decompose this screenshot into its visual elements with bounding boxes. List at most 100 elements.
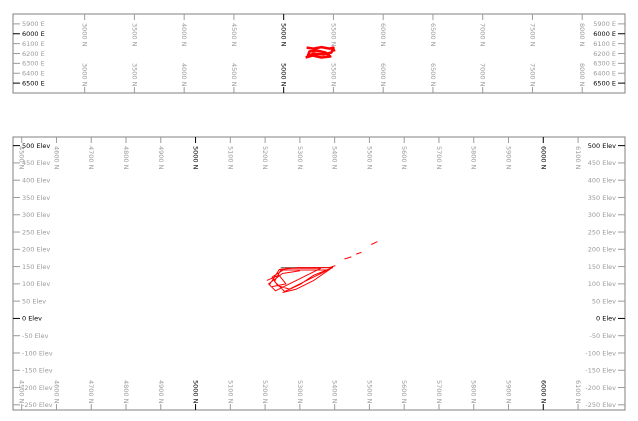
y-tick-label-right: 350 Elev: [588, 194, 616, 202]
x-tick-label: 5900 N: [505, 146, 513, 170]
x-tick-label: 5100 N: [226, 146, 234, 170]
plan-view-chart: 3000 N 3000 N 3500 N 3500 N 4000 N 4000 N 4500…: [12, 13, 626, 94]
y-tick-label-left: 6000 E: [22, 30, 45, 38]
x-tick-label: 3000 N: [81, 63, 89, 87]
y-tick-label-right: 6300 E: [593, 60, 616, 68]
y-tick-label-left: 300 Elev: [22, 211, 50, 219]
y-tick-label-right: -150 Elev: [585, 367, 616, 375]
x-tick-label: 4600 N: [52, 146, 60, 170]
x-tick-label: 8000 N: [578, 23, 586, 47]
x-tick-label: 4900 N: [157, 380, 165, 404]
y-tick-label-left: 50 Elev: [22, 297, 46, 305]
x-tick-label: 5400 N: [331, 146, 339, 170]
y-tick-label-right: 250 Elev: [588, 228, 616, 236]
y-tick-label-left: -150 Elev: [22, 367, 53, 375]
x-tick-label: 6000 N: [379, 23, 387, 47]
section-view-chart: 4500 N 4500 N 4600 N 4600 N 4700 N 4700 N 4800…: [12, 136, 626, 411]
x-tick-label: 6100 N: [574, 146, 582, 170]
y-tick-label-right: 300 Elev: [588, 211, 616, 219]
y-tick-label-right: -250 Elev: [585, 401, 616, 409]
trajectory-series: [268, 267, 334, 292]
x-tick-label: 4600 N: [52, 380, 60, 404]
y-tick-label-right: 6100 E: [593, 40, 616, 48]
x-tick-label: 6500 N: [429, 23, 437, 47]
x-tick-label: 3500 N: [130, 63, 138, 87]
x-tick-label: 4500 N: [230, 23, 238, 47]
x-tick-label: 7500 N: [528, 23, 536, 47]
x-tick-label: 6000 N: [539, 380, 547, 404]
y-tick-label-left: 150 Elev: [22, 263, 50, 271]
x-tick-label: 5900 N: [505, 380, 513, 404]
y-tick-label-right: 6000 E: [593, 30, 616, 38]
x-tick-label: 4700 N: [87, 146, 95, 170]
y-tick-label-right: 5900 E: [593, 20, 616, 28]
y-tick-label-right: 400 Elev: [588, 176, 616, 184]
x-tick-label: 5000 N: [280, 23, 288, 47]
y-tick-label-left: 6200 E: [22, 50, 45, 58]
y-tick-label-left: 6300 E: [22, 60, 45, 68]
y-tick-label-right: 450 Elev: [588, 159, 616, 167]
y-tick-label-left: -100 Elev: [22, 349, 53, 357]
x-tick-label: 5600 N: [400, 146, 408, 170]
y-tick-label-left: 450 Elev: [22, 159, 50, 167]
y-tick-label-right: 50 Elev: [592, 297, 616, 305]
y-tick-label-left: 6500 E: [22, 79, 45, 87]
x-tick-label: 4700 N: [87, 380, 95, 404]
x-tick-label: 5300 N: [296, 380, 304, 404]
x-tick-label: 6000 N: [379, 63, 387, 87]
y-tick-label-left: 200 Elev: [22, 246, 50, 254]
y-tick-label-left: 400 Elev: [22, 176, 50, 184]
x-tick-label: 5600 N: [400, 380, 408, 404]
y-tick-label-right: 6400 E: [593, 70, 616, 78]
x-tick-label: 8000 N: [578, 63, 586, 87]
x-tick-label: 7000 N: [479, 23, 487, 47]
y-tick-label-left: 0 Elev: [22, 315, 42, 323]
y-tick-label-left: 6400 E: [22, 70, 45, 78]
trajectory-series: [266, 274, 287, 288]
y-tick-label-left: 500 Elev: [22, 142, 50, 150]
x-tick-label: 4500 N: [18, 146, 26, 170]
y-tick-label-right: 100 Elev: [588, 280, 616, 288]
y-tick-label-right: 200 Elev: [588, 246, 616, 254]
y-tick-label-right: 150 Elev: [588, 263, 616, 271]
trajectory-series: [370, 241, 378, 245]
x-tick-label: 5000 N: [192, 146, 200, 170]
y-tick-label-left: -50 Elev: [22, 332, 49, 340]
x-tick-label: 6000 N: [539, 146, 547, 170]
y-tick-label-left: 5900 E: [22, 20, 45, 28]
x-tick-label: 4800 N: [122, 380, 130, 404]
x-tick-label: 5800 N: [470, 380, 478, 404]
y-tick-label-left: -200 Elev: [22, 384, 53, 392]
y-tick-label-left: 250 Elev: [22, 228, 50, 236]
x-tick-label: 5000 N: [280, 63, 288, 87]
x-tick-label: 4500 N: [18, 380, 26, 404]
x-tick-label: 5700 N: [435, 380, 443, 404]
x-tick-label: 5700 N: [435, 146, 443, 170]
y-tick-label-left: 100 Elev: [22, 280, 50, 288]
y-tick-label-right: 6500 E: [593, 79, 616, 87]
x-tick-label: 5500 N: [329, 23, 337, 47]
x-tick-label: 4800 N: [122, 146, 130, 170]
trajectory-series: [332, 48, 336, 52]
x-tick-label: 7500 N: [528, 63, 536, 87]
x-tick-label: 7000 N: [479, 63, 487, 87]
y-tick-label-right: -50 Elev: [590, 332, 617, 340]
y-tick-label-right: 6200 E: [593, 50, 616, 58]
x-tick-label: 5800 N: [470, 146, 478, 170]
x-tick-label: 5200 N: [261, 380, 269, 404]
x-tick-label: 5500 N: [365, 146, 373, 170]
x-tick-label: 6500 N: [429, 63, 437, 87]
x-tick-label: 5500 N: [329, 63, 337, 87]
trajectory-series: [344, 256, 352, 260]
trajectory-series: [329, 265, 336, 269]
x-tick-label: 3500 N: [130, 23, 138, 47]
x-tick-label: 4000 N: [180, 23, 188, 47]
x-tick-label: 5300 N: [296, 146, 304, 170]
y-tick-label-left: 6100 E: [22, 40, 45, 48]
y-tick-label-left: 350 Elev: [22, 194, 50, 202]
x-tick-label: 4000 N: [180, 63, 188, 87]
x-tick-label: 6100 N: [574, 380, 582, 404]
y-tick-label-left: -250 Elev: [22, 401, 53, 409]
y-tick-label-right: 500 Elev: [588, 142, 616, 150]
